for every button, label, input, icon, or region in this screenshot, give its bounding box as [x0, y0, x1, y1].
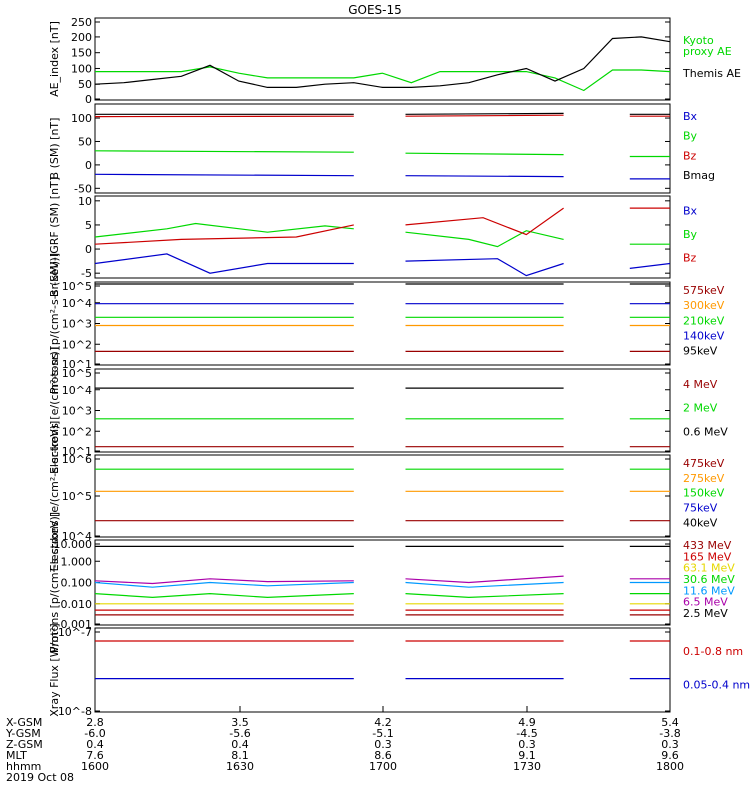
legend-entry: By: [683, 130, 698, 143]
panel-1: 100 50 0 -50 B (SM) [nT] Bx By Bz Bmag: [48, 104, 715, 195]
series-line-30-6-mev: [406, 594, 564, 598]
series-line-11-6-mev: [406, 583, 564, 588]
panel-frame: [95, 282, 670, 365]
panel-frame: [95, 104, 670, 193]
legend-entry: 4 MeV: [683, 378, 718, 391]
series-line-by: [95, 224, 354, 238]
y-tick-label: 100: [71, 112, 92, 125]
y-tick-label: 100: [71, 62, 92, 75]
legend-entry: 150keV: [683, 487, 725, 500]
series-line-themis-ae: [95, 37, 670, 88]
legend-entry: 0.6 MeV: [683, 425, 728, 438]
series-line-by: [406, 231, 564, 247]
legend-entry: 0.1-0.8 nm: [683, 645, 743, 658]
y-axis-label: Xray Flux [W/m²]: [48, 623, 61, 716]
legend-entry: Bx: [683, 110, 698, 123]
y-tick-label: 0: [85, 243, 92, 256]
y-tick-label: 10^5: [62, 367, 92, 380]
y-tick-label: 10^2: [62, 338, 92, 351]
y-tick-label: 5: [85, 219, 92, 232]
y-tick-label: 1.000: [61, 555, 93, 568]
y-axis-label: B (SM) [nT]: [48, 118, 61, 180]
y-tick-label: -50: [74, 182, 92, 195]
y-tick-label: 0: [85, 93, 92, 106]
series-line-bx: [406, 176, 564, 177]
series-line-bx: [95, 174, 354, 175]
y-tick-label: 150: [71, 47, 92, 60]
x-axis-value: 1600: [81, 760, 109, 773]
figure-title: GOES-15: [348, 3, 402, 17]
y-tick-label: 0: [85, 159, 92, 172]
y-tick-label: 10^5: [62, 280, 92, 293]
series-line-bz: [95, 225, 354, 244]
legend-entry: Bz: [683, 252, 697, 265]
legend-entry: proxy AE: [683, 45, 732, 58]
legend-entry: 0.05-0.4 nm: [683, 678, 750, 691]
y-tick-label: 10^3: [62, 318, 92, 331]
x-axis-value: 1700: [369, 760, 397, 773]
legend-entry: 475keV: [683, 457, 725, 470]
legend-entry: Bx: [683, 205, 698, 218]
y-tick-label: 0.010: [61, 598, 93, 611]
x-axis-value: 1730: [513, 760, 541, 773]
y-tick-label: 10^4: [62, 297, 92, 310]
y-tick-label: 250: [71, 16, 92, 29]
y-axis-label: AE_index [nT]: [48, 21, 61, 97]
y-tick-label: 0.100: [61, 577, 93, 590]
legend-entry: 210keV: [683, 314, 725, 327]
series-line-bx: [630, 264, 670, 269]
panel-frame: [95, 196, 670, 278]
y-tick-label: 50: [78, 135, 92, 148]
series-line-bx: [406, 259, 564, 276]
legend-entry: 575keV: [683, 284, 725, 297]
x-axis-date: 2019 Oct 08: [6, 771, 74, 784]
series-line-6-5-mev: [406, 576, 564, 582]
legend-entry: Themis AE: [682, 67, 741, 80]
legend-entry: 140keV: [683, 329, 725, 342]
series-line-by: [95, 151, 354, 152]
panel-frame: [95, 540, 670, 625]
series-line-by: [406, 153, 564, 154]
legend-entry: 2 MeV: [683, 402, 718, 415]
y-tick-label: 10^-7: [58, 626, 92, 639]
y-tick-label: 50: [78, 78, 92, 91]
y-tick-label: 10^5: [62, 490, 92, 503]
x-axis-value: 1630: [226, 760, 254, 773]
legend-entry: Bmag: [683, 169, 715, 182]
series-line-bz: [406, 115, 564, 116]
legend-entry: 95keV: [683, 344, 718, 357]
legend-entry: 40keV: [683, 517, 718, 530]
series-line-bmag: [406, 113, 564, 114]
y-tick-label: 10^3: [62, 405, 92, 418]
series-line-bx: [95, 254, 354, 273]
series-line-30-6-mev: [95, 594, 354, 598]
series-line-bz: [406, 208, 564, 235]
x-axis-value: 1800: [656, 760, 684, 773]
y-tick-label: 10^2: [62, 425, 92, 438]
legend-entry: Bz: [683, 149, 697, 162]
y-tick-label: 200: [71, 31, 92, 44]
y-tick-label: 10^6: [62, 453, 92, 466]
legend-entry: 75keV: [683, 502, 718, 515]
legend-entry: 2.5 MeV: [683, 607, 728, 620]
legend-entry: 275keV: [683, 472, 725, 485]
y-tick-label: -5: [81, 267, 92, 280]
legend-entry: 300keV: [683, 299, 725, 312]
panel-frame: [95, 369, 670, 452]
y-tick-label: 10^4: [62, 384, 92, 397]
y-tick-label: 10: [78, 195, 92, 208]
panel-frame: [95, 455, 670, 537]
legend-entry: By: [683, 228, 698, 241]
